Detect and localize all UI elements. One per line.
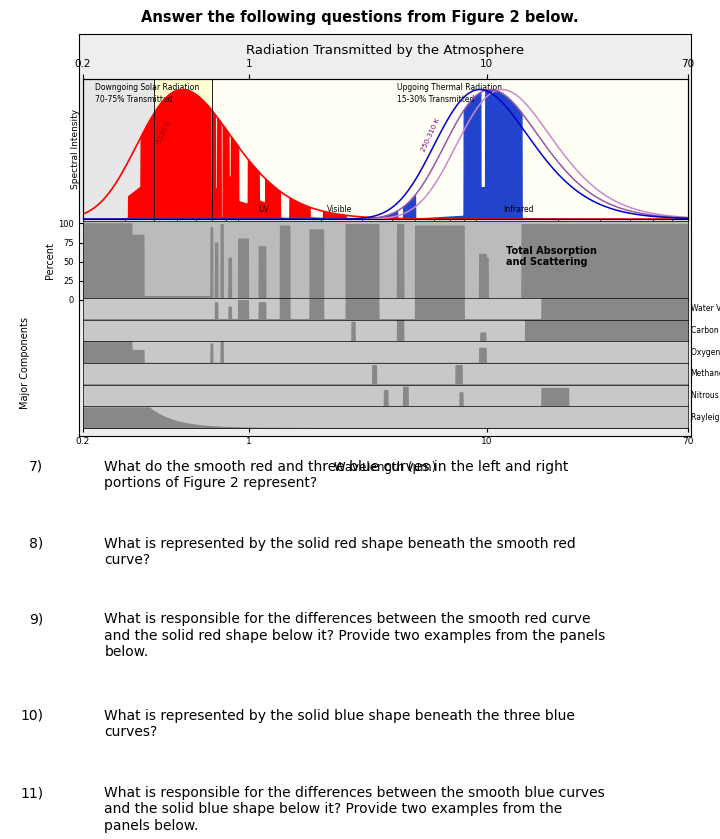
Text: Visible: Visible: [327, 205, 353, 214]
Text: 10): 10): [20, 709, 43, 723]
Text: Upgoing Thermal Radiation: Upgoing Thermal Radiation: [397, 83, 503, 92]
Title: Radiation Transmitted by the Atmosphere: Radiation Transmitted by the Atmosphere: [246, 44, 524, 57]
Text: 9): 9): [29, 612, 43, 627]
Text: Downgoing Solar Radiation: Downgoing Solar Radiation: [95, 83, 199, 92]
Y-axis label: Spectral Intensity: Spectral Intensity: [71, 109, 80, 190]
Text: UV: UV: [259, 205, 269, 214]
Text: Answer the following questions from Figure 2 below.: Answer the following questions from Figu…: [141, 10, 579, 25]
Text: What do the smooth red and three blue curves in the left and right
portions of F: What do the smooth red and three blue cu…: [104, 460, 569, 490]
Text: What is responsible for the differences between the smooth red curve
and the sol: What is responsible for the differences …: [104, 612, 606, 659]
Text: What is represented by the solid red shape beneath the smooth red
curve?: What is represented by the solid red sha…: [104, 537, 576, 567]
Text: Methane: Methane: [690, 369, 720, 378]
Text: What is responsible for the differences between the smooth blue curves
and the s: What is responsible for the differences …: [104, 786, 605, 832]
Text: Nitrous Oxide: Nitrous Oxide: [690, 391, 720, 400]
Text: Infrared: Infrared: [503, 205, 534, 214]
Text: 8): 8): [29, 537, 43, 551]
Text: Water Vapor: Water Vapor: [690, 305, 720, 313]
Text: 15-30% Transmitted: 15-30% Transmitted: [397, 95, 474, 103]
Text: 11): 11): [20, 786, 43, 800]
Y-axis label: Percent: Percent: [45, 242, 55, 279]
Text: 70-75% Transmitted: 70-75% Transmitted: [95, 95, 172, 103]
Text: Carbon Dioxide: Carbon Dioxide: [690, 326, 720, 335]
Text: What is represented by the solid blue shape beneath the three blue
curves?: What is represented by the solid blue sh…: [104, 709, 575, 739]
Text: Wavelength (μm): Wavelength (μm): [334, 461, 436, 474]
Text: Oxygen and Ozone: Oxygen and Ozone: [690, 347, 720, 357]
Text: 5525 K: 5525 K: [157, 120, 172, 144]
Text: 250-310 K: 250-310 K: [420, 117, 441, 153]
Bar: [83, 79, 154, 219]
Text: Total Absorption
and Scattering: Total Absorption and Scattering: [506, 246, 597, 268]
Text: Major Components: Major Components: [20, 317, 30, 409]
Bar: [154, 79, 212, 219]
Text: 7): 7): [29, 460, 43, 474]
Text: Rayleigh Scattering: Rayleigh Scattering: [690, 413, 720, 422]
